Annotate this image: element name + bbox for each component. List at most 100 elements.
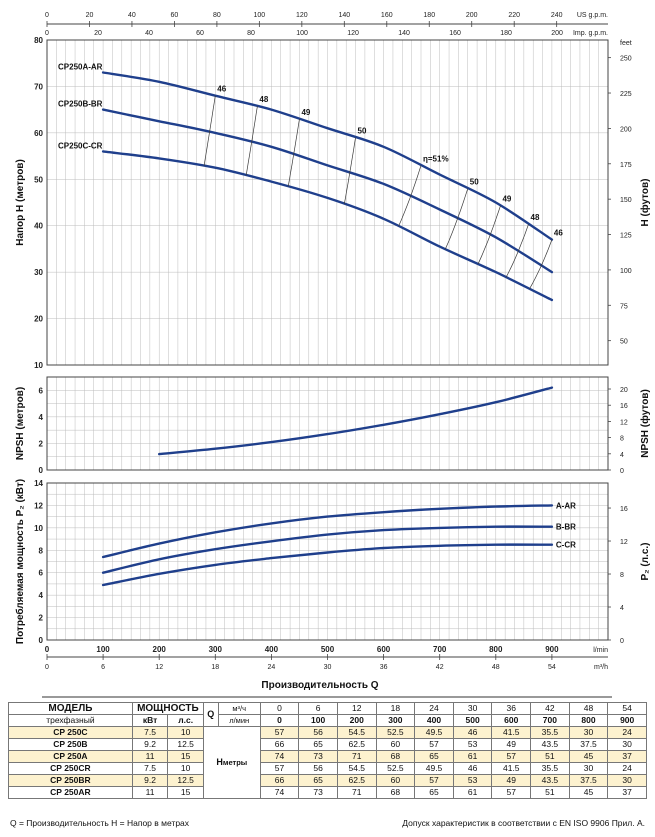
y-right-tick-label: 250: [620, 56, 632, 63]
m3h-value: 42: [530, 702, 570, 715]
power-panel: 0 2 4 6 8 10 12 14 0 4 8 12 16 Потребляемая мощность …: [14, 479, 651, 645]
series-line: [101, 108, 554, 274]
y-tick-label: 10: [34, 361, 43, 370]
lmin-tick-label: 900: [545, 645, 559, 654]
row-head-value: 43.5: [530, 774, 570, 787]
y-right-tick-label: 12: [620, 419, 628, 426]
series-line: [101, 504, 554, 559]
efficiency-curve: [505, 224, 529, 278]
series-line: [101, 71, 554, 241]
m3h-axis-unit: m³/h: [594, 664, 608, 671]
series-label: CP250A-AR: [58, 63, 103, 72]
row-head-value: 24: [607, 762, 647, 775]
y-right-tick-label: 225: [620, 91, 632, 98]
h-unit: метры: [222, 758, 248, 767]
y-tick-label: 50: [34, 175, 43, 184]
imp-tick-label: 80: [247, 30, 255, 37]
footer-legend: Q = Производительность H = Напор в метра…: [10, 818, 190, 828]
efficiency-label: 48: [259, 95, 268, 104]
header-model: МОДЕЛЬ: [8, 702, 133, 715]
row-head-value: 45: [568, 750, 609, 763]
lmin-value: 900: [607, 714, 647, 727]
h-label-cell: Hметры: [202, 726, 261, 799]
y-right-tick-label: 0: [620, 468, 624, 475]
row-model: CP 250C: [8, 726, 133, 739]
m3h-value: 0: [259, 702, 300, 715]
y-right-tick-label: 4: [620, 605, 624, 612]
lmin-tick-label: 200: [153, 645, 167, 654]
row-head-value: 74: [259, 750, 300, 763]
lmin-tick-label: 500: [321, 645, 335, 654]
lmin-tick-label: 100: [96, 645, 110, 654]
row-model: CP 250BR: [8, 774, 133, 787]
row-hp: 12.5: [167, 738, 204, 751]
row-model: CP 250AR: [8, 786, 133, 799]
series-line: [101, 543, 554, 587]
row-head-value: 65: [298, 774, 338, 787]
us-axis-unit: US g.p.m.: [577, 12, 608, 19]
imp-tick-label: 40: [145, 30, 153, 37]
us-tick-label: 160: [381, 12, 393, 19]
row-model: CP 250B: [8, 738, 133, 751]
row-hp: 12.5: [167, 774, 204, 787]
row-head-value: 41.5: [491, 726, 532, 739]
row-head-value: 30: [568, 762, 609, 775]
y-tick-label: 12: [34, 501, 43, 510]
panel-frame: [46, 482, 609, 641]
table-row: CP 250A 11 15 74 73 71 68 65 61 57 51 45 37: [8, 750, 647, 763]
y-tick-label: 6: [39, 386, 44, 395]
efficiency-curve: [444, 188, 469, 250]
row-head-value: 52.5: [375, 726, 416, 739]
y-tick-label: 14: [34, 479, 43, 488]
m3h-tick-label: 6: [101, 664, 105, 671]
row-head-value: 57: [259, 726, 300, 739]
y-tick-label: 30: [34, 268, 43, 277]
lmin-tick-label: 700: [433, 645, 447, 654]
row-head-value: 49.5: [414, 726, 454, 739]
efficiency-curve: [203, 95, 216, 166]
imp-tick-label: 100: [296, 30, 308, 37]
y-right-tick-label: 0: [620, 638, 624, 645]
imp-axis-unit: Imp. g.p.m.: [573, 30, 608, 37]
m3h-tick-label: 48: [492, 664, 500, 671]
y-tick-label: 6: [39, 569, 44, 578]
row-head-value: 57: [259, 762, 300, 775]
m3h-tick-label: 24: [268, 664, 276, 671]
y-tick-label: 0: [39, 466, 44, 475]
row-head-value: 56: [298, 762, 338, 775]
lmin-value: 200: [336, 714, 377, 727]
m3h-tick-label: 42: [436, 664, 444, 671]
row-head-value: 53: [452, 738, 493, 751]
y-tick-label: 2: [39, 439, 44, 448]
row-head-value: 30: [607, 738, 647, 751]
npsh-panel: 0 2 4 6 0 4 8 12 16 20 NPSH (метров) NPSH (футов): [15, 376, 651, 475]
y-tick-label: 10: [34, 524, 43, 533]
y-axis-title-right: H (футов): [639, 179, 651, 227]
us-tick-label: 40: [128, 12, 136, 19]
y-right-tick-label: 4: [620, 452, 624, 459]
efficiency-curve: [477, 205, 501, 265]
unit-kw: кВт: [131, 714, 169, 727]
row-head-value: 66: [259, 774, 300, 787]
row-head-value: 46: [452, 726, 493, 739]
table-row: CP 250CR 7.5 10 57 56 54.5 52.5 49.5 46 41.5 35.5 3…: [8, 762, 647, 775]
q-unit-lmin: л/мин: [217, 714, 261, 727]
row-head-value: 65: [298, 738, 338, 751]
row-head-value: 24: [607, 726, 647, 739]
lmin-value: 0: [259, 714, 300, 727]
row-head-value: 57: [414, 738, 454, 751]
us-tick-label: 0: [45, 12, 49, 19]
row-head-value: 35.5: [530, 762, 570, 775]
imp-tick-label: 0: [45, 30, 49, 37]
y-right-tick-label: 8: [620, 436, 624, 443]
row-head-value: 68: [375, 786, 416, 799]
row-head-value: 30: [607, 774, 647, 787]
y-right-tick-label: 150: [620, 197, 632, 204]
row-kw: 11: [131, 750, 169, 763]
row-head-value: 54.5: [336, 762, 377, 775]
us-tick-label: 100: [254, 12, 266, 19]
lmin-value: 800: [568, 714, 609, 727]
row-head-value: 49: [491, 774, 532, 787]
m3h-value: 30: [452, 702, 493, 715]
